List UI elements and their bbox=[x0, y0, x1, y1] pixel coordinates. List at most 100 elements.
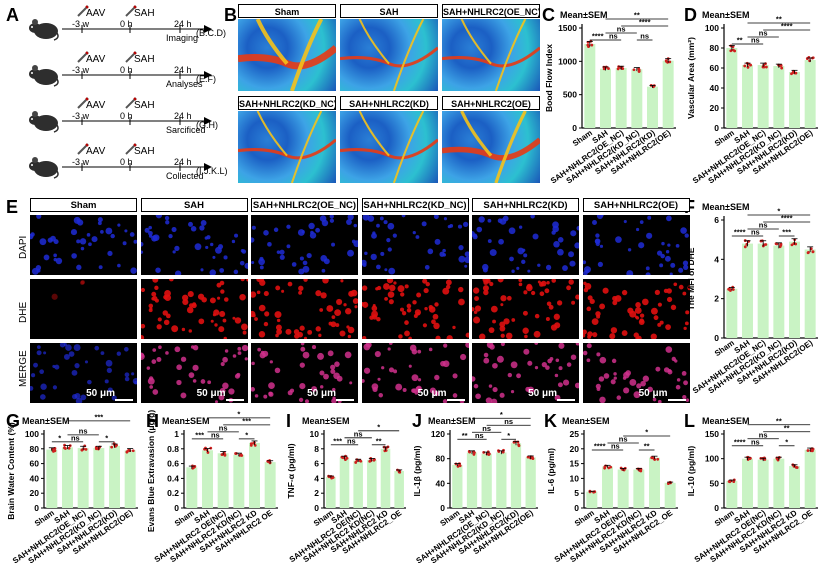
flow-image bbox=[237, 18, 339, 92]
stain-column-title: SAH bbox=[140, 198, 248, 212]
y-tick-label: 6 bbox=[314, 459, 319, 469]
bar bbox=[394, 471, 404, 508]
scale-bar-label: 50 μm bbox=[86, 388, 115, 399]
bar bbox=[649, 457, 660, 508]
y-tick-label: 20 bbox=[30, 488, 40, 498]
sig-label: ** bbox=[644, 442, 650, 451]
sig-label: ns bbox=[751, 437, 760, 446]
sig-label: ns bbox=[347, 436, 356, 445]
y-tick-label: 60 bbox=[710, 63, 720, 73]
bar bbox=[631, 69, 643, 128]
sig-label: *** bbox=[782, 228, 791, 237]
y-tick-label: 1000 bbox=[558, 56, 577, 66]
y-tick-label: 8 bbox=[314, 444, 319, 454]
data-point bbox=[526, 455, 530, 459]
data-point bbox=[732, 480, 736, 483]
y-axis-label: TNF-α (pg/ml) bbox=[286, 443, 296, 498]
data-point bbox=[807, 251, 810, 254]
data-point bbox=[531, 456, 534, 459]
bar bbox=[773, 458, 785, 508]
time-label: -3 w bbox=[72, 111, 90, 121]
y-tick-label: 0 bbox=[714, 333, 719, 343]
flow-image-title: Sham bbox=[238, 4, 336, 18]
bar bbox=[466, 452, 478, 508]
chart-g: Mean±SEM Brain Water Content (%) 0 20 40 60 80… bbox=[6, 412, 138, 565]
data-point bbox=[240, 454, 244, 457]
sig-label: ns bbox=[354, 429, 363, 438]
micrograph-dapi bbox=[140, 215, 248, 275]
bar bbox=[726, 48, 738, 128]
y-tick-label: 500 bbox=[563, 90, 577, 100]
data-point bbox=[603, 465, 607, 469]
bar bbox=[353, 460, 363, 508]
bar bbox=[726, 480, 738, 508]
bar bbox=[647, 86, 658, 128]
bar bbox=[77, 448, 89, 508]
micrograph-dhe bbox=[472, 279, 579, 339]
y-tick-label: 0 bbox=[174, 503, 179, 513]
micrograph-merge: 50 μm bbox=[140, 343, 248, 403]
ref-label: (E.F) bbox=[196, 74, 216, 84]
action-label: Collected bbox=[166, 171, 204, 181]
bar bbox=[757, 65, 769, 128]
micrograph-dhe bbox=[251, 279, 358, 339]
micrograph-dapi bbox=[582, 215, 690, 275]
sig-label: ns bbox=[617, 25, 626, 34]
data-point bbox=[590, 43, 594, 47]
flow-image-title: SAH+NHLRC2(KD) bbox=[340, 96, 438, 110]
time-label: 24 h bbox=[174, 19, 192, 29]
sig-label: * bbox=[237, 409, 240, 418]
data-point bbox=[811, 250, 815, 254]
data-point bbox=[621, 67, 625, 71]
sig-label: * bbox=[377, 422, 380, 431]
data-point bbox=[354, 461, 358, 464]
y-axis-label: Evans Blue Extravasion (μg/g) bbox=[146, 410, 156, 533]
y-tick-label: 10 bbox=[570, 473, 580, 483]
bar bbox=[109, 445, 120, 508]
sig-label: ns bbox=[475, 431, 484, 440]
chart-title: Mean±SEM bbox=[560, 10, 607, 20]
bar bbox=[233, 454, 245, 508]
action-label: Sarcificed bbox=[166, 125, 206, 135]
chart-h: Mean±SEM Evans Blue Extravasion (μg/g) 0 0.… bbox=[146, 409, 278, 564]
y-tick-label: 0 bbox=[714, 123, 719, 133]
scale-bar bbox=[115, 399, 133, 401]
y-tick-label: 120 bbox=[431, 429, 445, 439]
bar bbox=[510, 443, 522, 508]
micrograph-merge: 50 μm bbox=[361, 343, 469, 403]
flow-image bbox=[237, 110, 337, 184]
timeline-arrow bbox=[62, 25, 212, 33]
sig-label: * bbox=[507, 431, 510, 440]
y-tick-label: 15 bbox=[570, 459, 580, 469]
vessel-overlay bbox=[339, 110, 439, 184]
y-axis-label: Brain Water Content (%) bbox=[6, 422, 16, 520]
sig-label: ** bbox=[776, 416, 782, 425]
bar bbox=[452, 464, 463, 508]
y-tick-label: 40 bbox=[436, 478, 446, 488]
sig-label: ** bbox=[737, 36, 743, 45]
y-tick-label: 20 bbox=[570, 444, 580, 454]
chart-title: Mean±SEM bbox=[22, 416, 69, 426]
bar bbox=[602, 466, 613, 508]
schematic-row: AAV SAH -3 w 0 h 24 h Analyses (E.F) bbox=[26, 48, 222, 94]
scale-bar bbox=[667, 399, 686, 401]
data-point bbox=[368, 459, 372, 463]
bar bbox=[804, 60, 816, 128]
data-point bbox=[778, 245, 782, 249]
sig-label: ** bbox=[462, 431, 468, 440]
y-tick-label: 5 bbox=[574, 488, 579, 498]
panel-label-l: L bbox=[684, 411, 695, 431]
dhe-staining-grid: Sham DAPI DHE 50 μm MERGE SAH 50 μm SAH+NHLRC2(… bbox=[18, 196, 690, 403]
data-point bbox=[487, 452, 491, 456]
stain-column-title: Sham bbox=[30, 198, 137, 212]
sig-label: ns bbox=[609, 32, 618, 41]
stain-column-title: SAH+NHLRC2(OE) bbox=[582, 198, 690, 212]
sig-label: **** bbox=[781, 214, 793, 223]
scale-bar-label: 50 μm bbox=[417, 388, 447, 399]
data-point bbox=[84, 447, 88, 451]
data-point bbox=[127, 448, 131, 452]
bar bbox=[789, 466, 800, 508]
